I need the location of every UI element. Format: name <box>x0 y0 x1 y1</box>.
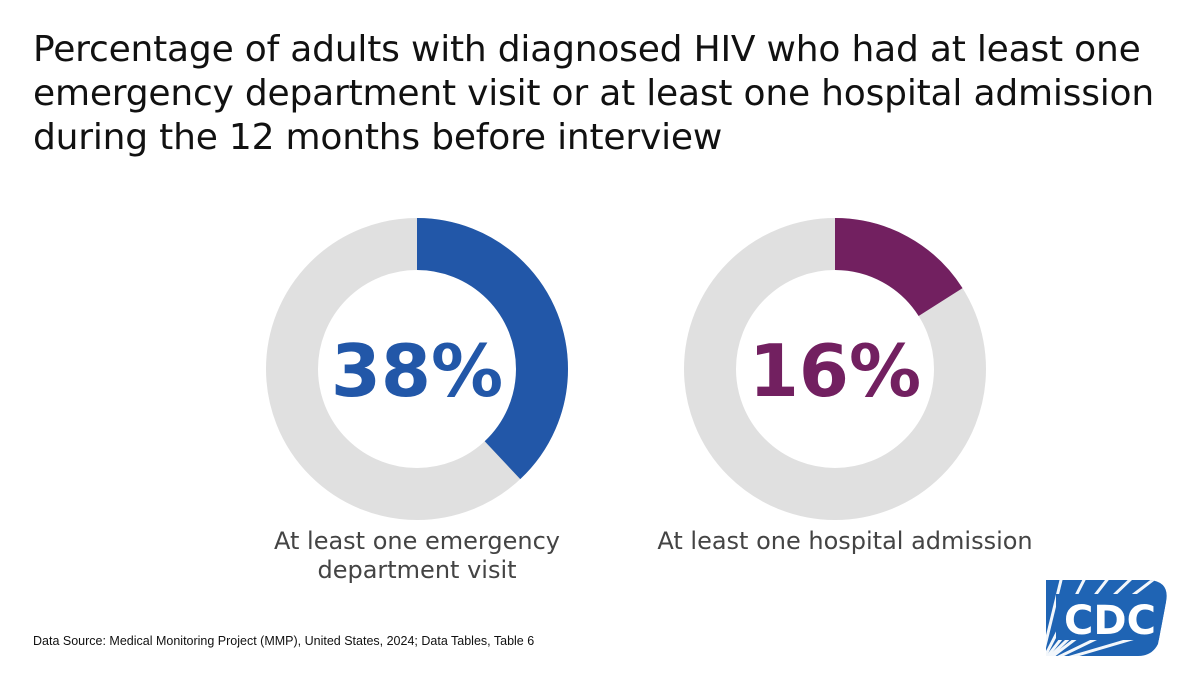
donut-chart-hospital: 16% <box>680 214 990 524</box>
donut-value-emergency: 38% <box>331 329 503 413</box>
donut-value-hospital: 16% <box>749 329 921 413</box>
donut-segment-emergency <box>266 218 568 520</box>
cdc-logo-icon: CDC <box>1046 580 1170 664</box>
chart-title: Percentage of adults with diagnosed HIV … <box>33 29 1154 158</box>
donut-label-emergency: At least one emergency department visit <box>274 527 560 584</box>
donut-svg-hospital: 16% <box>684 218 986 520</box>
cdc-logo-text: CDC <box>1064 598 1156 644</box>
donut-svg-emergency: 38% <box>266 218 568 520</box>
donut-label-hospital: At least one hospital admission <box>657 527 1033 555</box>
donut-segment-hospital <box>684 218 986 520</box>
data-source-note: Data Source: Medical Monitoring Project … <box>33 634 535 648</box>
donut-chart-emergency: 38% <box>262 214 572 524</box>
